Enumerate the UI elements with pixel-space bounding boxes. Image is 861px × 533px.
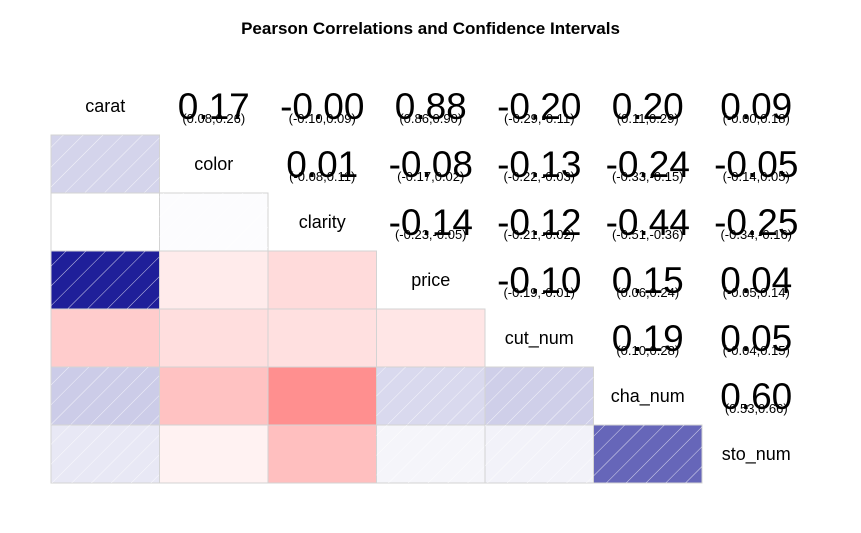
corr-value-color-clarity: 0.01 <box>286 144 358 185</box>
corr-cell-sto_num-clarity <box>267 424 377 484</box>
corr-value-clarity-price: -0.14 <box>389 202 473 243</box>
variable-label-color: color <box>194 154 233 174</box>
corr-value-cha_num-sto_num: 0.60 <box>720 376 792 417</box>
positive-hatch <box>51 251 160 309</box>
corr-value-clarity-sto_num: -0.25 <box>714 202 798 243</box>
corr-ci-color-cut_num: (-0.22,-0.03) <box>503 169 575 184</box>
positive-hatch <box>51 135 160 193</box>
corr-value-color-sto_num: -0.05 <box>714 144 798 185</box>
corr-ci-cha_num-sto_num: (0.53,0.66) <box>725 401 788 416</box>
corr-value-carat-price: 0.88 <box>395 86 467 127</box>
corr-ci-price-cha_num: (0.06,0.24) <box>616 285 679 300</box>
corr-ci-clarity-cut_num: (-0.21,-0.02) <box>503 227 575 242</box>
positive-hatch <box>485 425 594 483</box>
variable-label-sto-num: sto_num <box>722 444 791 465</box>
corr-ci-carat-cut_num: (-0.29,-0.11) <box>504 111 575 126</box>
lower-triangle-cells <box>50 134 703 484</box>
upper-triangle-values: 0.17(0.08,0.26) -0.00(-0.10,0.09) 0.88(0.8… <box>178 86 799 417</box>
positive-hatch <box>485 367 594 425</box>
corr-value-carat-cha_num: 0.20 <box>612 86 684 127</box>
positive-hatch <box>376 425 485 483</box>
corr-value-cut_num-sto_num: 0.05 <box>720 318 792 359</box>
corr-value-price-sto_num: 0.04 <box>720 260 792 301</box>
corr-ci-cut_num-sto_num: (-0.04,0.15) <box>723 343 790 358</box>
corr-value-color-cha_num: -0.24 <box>606 144 690 185</box>
corr-cell-sto_num-color <box>159 424 269 484</box>
corr-ci-color-cha_num: (-0.33,-0.15) <box>612 169 684 184</box>
positive-hatch <box>51 425 160 483</box>
corr-ci-carat-cha_num: (0.11,0.29) <box>617 111 679 126</box>
corr-value-carat-clarity: -0.00 <box>280 86 364 127</box>
corr-ci-color-price: (-0.17,0.02) <box>397 169 464 184</box>
corr-value-carat-cut_num: -0.20 <box>497 86 581 127</box>
positive-hatch <box>51 367 160 425</box>
corr-value-price-cut_num: -0.10 <box>497 260 581 301</box>
corr-ci-carat-color: (0.08,0.26) <box>182 111 245 126</box>
corr-cell-cut_num-price <box>376 308 486 368</box>
corr-cell-cut_num-clarity <box>267 308 377 368</box>
corr-ci-price-cut_num: (-0.19,-0.01) <box>503 285 575 300</box>
corr-cell-clarity-carat <box>50 192 160 252</box>
corr-value-color-cut_num: -0.13 <box>497 144 581 185</box>
positive-hatch <box>159 193 268 251</box>
variable-label-cha-num: cha_num <box>611 386 685 407</box>
corr-value-clarity-cha_num: -0.44 <box>606 202 690 243</box>
corr-value-clarity-cut_num: -0.12 <box>497 202 581 243</box>
corr-ci-carat-clarity: (-0.10,0.09) <box>289 111 356 126</box>
variable-label-price: price <box>411 270 450 290</box>
corr-ci-carat-price: (0.86,0.90) <box>399 111 462 126</box>
variable-labels: carat color clarity price cut_num cha_num sto_… <box>85 96 791 465</box>
corr-cell-cha_num-color <box>159 366 269 426</box>
corr-cell-price-clarity <box>267 250 377 310</box>
positive-hatch <box>376 367 485 425</box>
corr-ci-color-sto_num: (-0.14,0.05) <box>723 169 790 184</box>
corr-ci-color-clarity: (-0.08,0.11) <box>289 169 355 184</box>
variable-label-carat: carat <box>85 96 125 116</box>
corr-value-color-price: -0.08 <box>389 144 473 185</box>
corr-ci-price-sto_num: (-0.05,0.14) <box>723 285 790 300</box>
corr-ci-clarity-sto_num: (-0.34,-0.16) <box>720 227 792 242</box>
corr-cell-price-color <box>159 250 269 310</box>
corr-value-carat-sto_num: 0.09 <box>720 86 792 127</box>
corr-ci-cut_num-cha_num: (0.10,0.28) <box>616 343 679 358</box>
corr-cell-cut_num-color <box>159 308 269 368</box>
corr-ci-carat-sto_num: (-0.00,0.18) <box>723 111 790 126</box>
variable-label-cut-num: cut_num <box>505 328 574 349</box>
chart-title: Pearson Correlations and Confidence Inte… <box>241 19 620 38</box>
positive-hatch <box>593 425 702 483</box>
corr-cell-cha_num-clarity <box>267 366 377 426</box>
corr-cell-cut_num-carat <box>50 308 160 368</box>
corr-value-cut_num-cha_num: 0.19 <box>612 318 684 359</box>
corr-value-carat-color: 0.17 <box>178 86 250 127</box>
corr-value-price-cha_num: 0.15 <box>612 260 684 301</box>
corr-ci-clarity-price: (-0.23,-0.05) <box>395 227 467 242</box>
corr-ci-clarity-cha_num: (-0.51,-0.36) <box>612 227 684 242</box>
variable-label-clarity: clarity <box>299 212 346 232</box>
